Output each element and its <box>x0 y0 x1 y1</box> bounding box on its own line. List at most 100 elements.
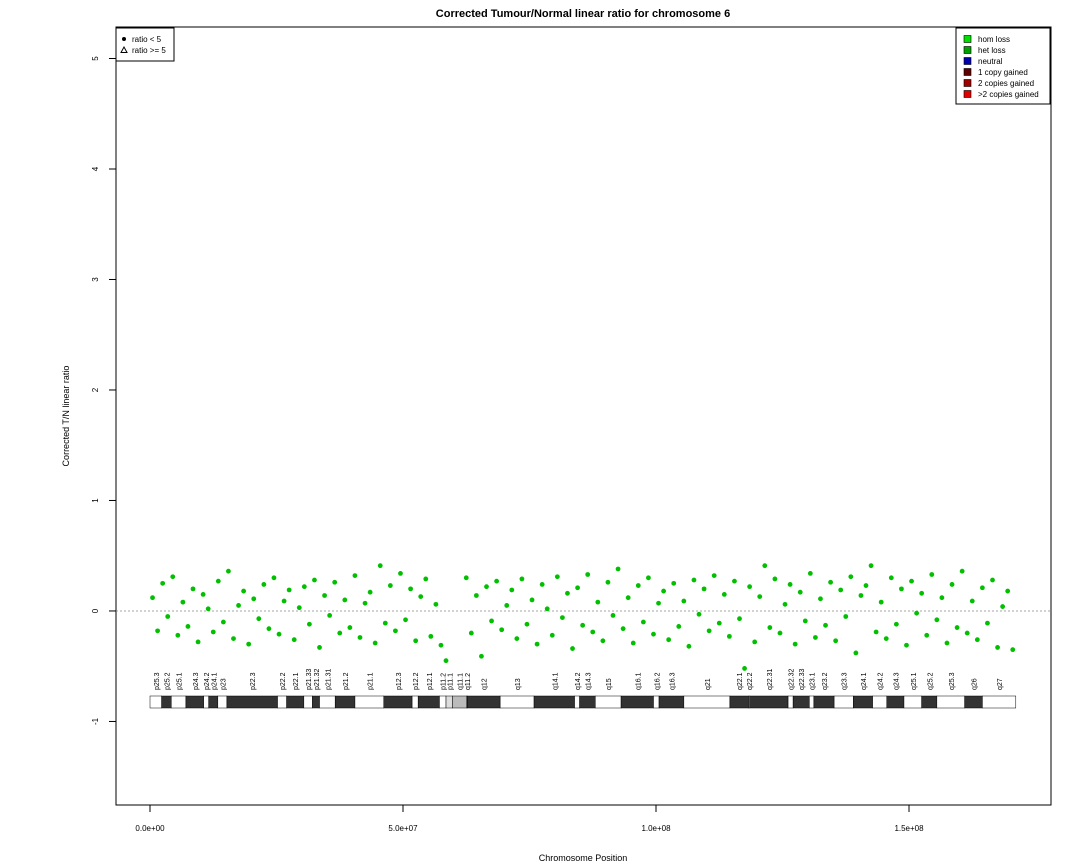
ideogram-band <box>445 695 453 709</box>
data-point <box>509 587 515 593</box>
data-point <box>372 640 378 646</box>
band-label: p25.2 <box>164 672 171 690</box>
band-label: q24.1 <box>861 672 868 690</box>
legend-swatch <box>963 35 972 43</box>
ideogram-band <box>595 695 622 709</box>
legend-symbol <box>122 37 126 41</box>
data-point <box>539 582 545 587</box>
band-label: q25.1 <box>911 672 918 690</box>
band-label: p12.1 <box>427 672 434 690</box>
ideogram-band <box>171 695 187 709</box>
legend-label: ratio < 5 <box>132 35 162 44</box>
data-point <box>565 590 570 596</box>
data-point <box>484 584 489 590</box>
data-point <box>150 595 155 601</box>
data-point <box>944 640 950 646</box>
data-point <box>210 629 216 635</box>
data-point <box>1005 588 1011 594</box>
band-label: p22.1 <box>293 672 300 690</box>
data-point <box>777 630 783 636</box>
data-point <box>752 639 758 645</box>
data-point <box>934 617 940 623</box>
data-point <box>646 575 651 581</box>
legend-label: neutral <box>978 57 1003 66</box>
band-label: p24.3 <box>193 672 200 690</box>
data-point <box>423 576 429 582</box>
data-point <box>226 568 231 574</box>
data-point <box>291 637 297 643</box>
data-point <box>352 573 358 579</box>
ideogram-band <box>964 695 983 709</box>
y-tick-label: 3 <box>91 277 100 282</box>
data-point <box>762 563 768 569</box>
data-point <box>995 645 1000 650</box>
data-point <box>985 620 990 626</box>
x-axis-label: Chromosome Position <box>539 853 628 863</box>
data-point <box>681 598 687 604</box>
band-label: p12.3 <box>396 672 403 690</box>
band-label: p23 <box>220 678 227 690</box>
band-label: q14.1 <box>552 672 559 690</box>
band-label: q21 <box>705 678 712 690</box>
data-point <box>666 637 672 643</box>
y-tick-label: 4 <box>91 166 100 171</box>
data-point <box>377 563 383 569</box>
data-point <box>357 635 363 640</box>
data-point <box>281 598 287 604</box>
x-tick-label: 1.5e+08 <box>894 824 924 833</box>
data-point <box>676 624 682 629</box>
ideogram-band <box>579 695 596 709</box>
y-axis-label: Corrected T/N linear ratio <box>61 366 71 467</box>
legend-label: het loss <box>978 46 1006 55</box>
chart-title: Corrected Tumour/Normal linear ratio for… <box>436 8 730 20</box>
data-point <box>327 612 333 618</box>
legend-label: 1 copy gained <box>978 68 1028 77</box>
data-point <box>701 586 707 592</box>
data-point <box>549 632 555 638</box>
data-point <box>337 630 343 636</box>
data-point <box>347 625 353 630</box>
data-point <box>494 578 500 584</box>
data-point <box>367 589 373 595</box>
ideogram-band <box>439 695 447 709</box>
data-point <box>544 606 550 612</box>
legend-swatch <box>963 57 972 65</box>
band-label: q11.2 <box>465 673 472 690</box>
band-label: q25.3 <box>949 672 956 690</box>
data-point <box>721 591 727 597</box>
data-point <box>919 590 925 596</box>
ideogram-band <box>208 695 219 709</box>
data-point <box>155 628 160 634</box>
data-point <box>990 577 995 583</box>
band-label: p24.1 <box>211 672 218 690</box>
legend-symbol <box>120 45 128 53</box>
ideogram-band <box>452 695 468 709</box>
data-point <box>595 599 601 605</box>
ideogram-band <box>499 695 535 709</box>
data-point <box>393 628 398 634</box>
data-point <box>838 587 844 593</box>
band-label: q22.32 <box>789 668 796 690</box>
data-point <box>215 578 221 584</box>
data-point <box>807 571 813 576</box>
data-point <box>888 575 894 581</box>
band-label: p22.3 <box>250 672 257 690</box>
data-point <box>737 616 742 622</box>
data-point <box>924 632 930 638</box>
data-point <box>828 579 833 585</box>
ideogram-band <box>886 695 905 709</box>
data-point <box>246 641 252 647</box>
band-label: p12.2 <box>413 672 420 690</box>
band-label: q24.2 <box>878 672 885 690</box>
data-point <box>296 605 302 611</box>
data-point <box>757 594 763 600</box>
data-point <box>797 589 803 595</box>
data-point <box>382 620 388 626</box>
data-point <box>974 637 980 643</box>
ideogram-band <box>683 695 731 709</box>
data-point <box>398 571 403 576</box>
data-point <box>620 626 626 632</box>
ideogram-band <box>872 695 888 709</box>
band-label: q16.1 <box>635 672 642 690</box>
